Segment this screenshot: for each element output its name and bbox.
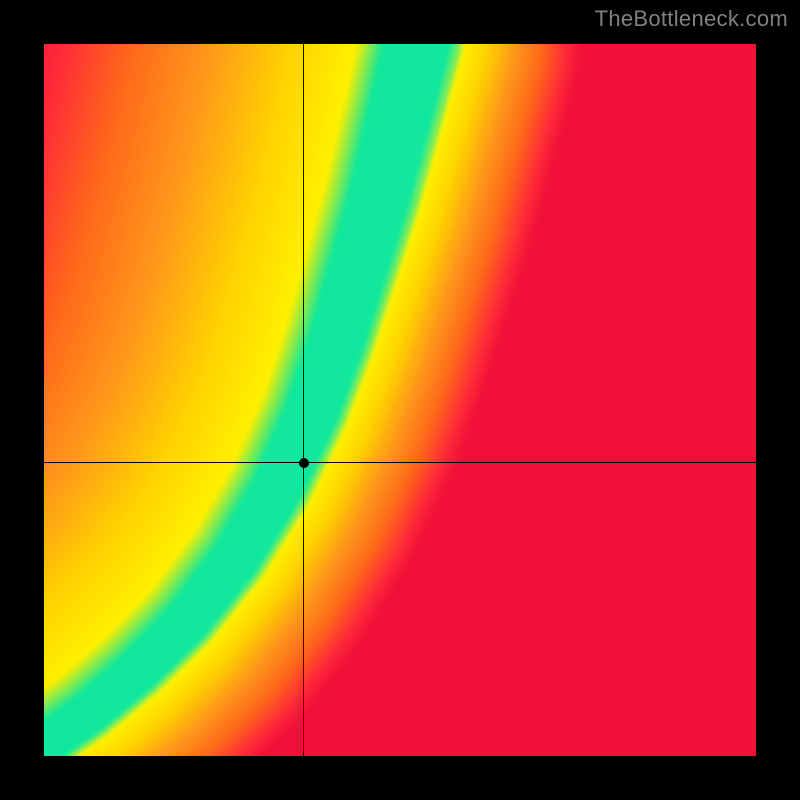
plot-area bbox=[44, 44, 756, 756]
crosshair-vertical bbox=[303, 44, 304, 756]
marker-dot bbox=[299, 458, 309, 468]
heatmap-canvas bbox=[44, 44, 756, 756]
crosshair-horizontal bbox=[44, 462, 756, 463]
watermark-text: TheBottleneck.com bbox=[595, 6, 788, 32]
